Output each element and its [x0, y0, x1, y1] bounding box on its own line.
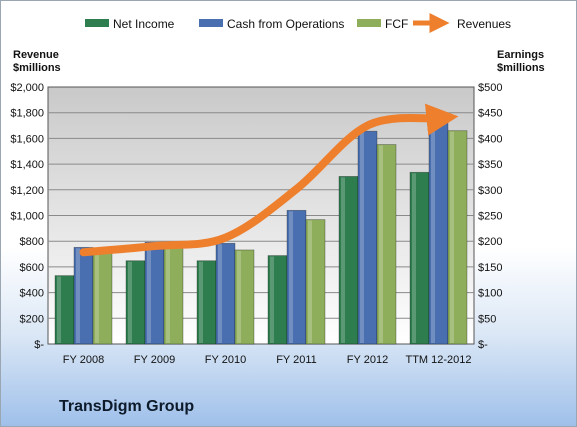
- left-tick-label: $2,000: [10, 82, 44, 94]
- bar-highlight: [218, 244, 222, 343]
- right-axis-ticks: $- $50 $100 $150 $200 $250 $300 $350 $400 $450 $50…: [478, 82, 502, 351]
- bar-highlight: [147, 243, 151, 343]
- x-tick-label: FY 2012: [347, 354, 388, 366]
- bar-highlight: [308, 220, 312, 343]
- bar-highlight: [360, 132, 364, 343]
- revenues-line: [79, 103, 459, 257]
- left-axis-ticks: $- $200 $400 $600 $800 $1,000 $1,200 $1,400 $1,6…: [10, 82, 44, 351]
- right-tick-label: $350: [478, 159, 502, 171]
- revenues-line-layer: [79, 103, 459, 257]
- bar-highlight: [57, 276, 61, 343]
- bar-highlight: [128, 261, 132, 343]
- x-tick-label: FY 2008: [63, 354, 104, 366]
- bar-highlight: [289, 211, 293, 343]
- left-tick-label: $400: [20, 288, 44, 300]
- left-tick-label: $200: [20, 313, 44, 325]
- left-axis-title-line2: $millions: [13, 62, 61, 74]
- bar-highlight: [341, 177, 345, 343]
- x-axis-ticks: FY 2008 FY 2009 FY 2010 FY 2011 FY 2012 TTM 1…: [63, 354, 472, 366]
- bar-highlight: [270, 256, 274, 343]
- legend-label-revenues: Revenues: [457, 17, 511, 31]
- right-axis-title-line2: $millions: [497, 62, 545, 74]
- right-tick-label: $50: [478, 313, 496, 325]
- legend: Net Income Cash from Operations FCF Reve…: [85, 13, 511, 33]
- gridlines: [48, 112, 474, 319]
- bar-highlight: [450, 131, 454, 343]
- bar-highlight: [237, 250, 241, 343]
- left-axis-title-line1: Revenue: [13, 49, 59, 61]
- left-tick-label: $1,600: [10, 133, 44, 145]
- bar-highlight: [166, 246, 170, 343]
- x-tick-label: FY 2010: [205, 354, 246, 366]
- right-tick-label: $150: [478, 262, 502, 274]
- legend-label-net-income: Net Income: [113, 17, 175, 31]
- bar-fcf: [234, 249, 255, 345]
- left-tick-label: $800: [20, 236, 44, 248]
- left-tick-label: $-: [34, 339, 44, 351]
- right-tick-label: $100: [478, 288, 502, 300]
- left-tick-label: $1,400: [10, 159, 44, 171]
- right-tick-label: $500: [478, 82, 502, 94]
- legend-swatch-cash-from-operations: [199, 19, 223, 27]
- left-tick-label: $1,800: [10, 108, 44, 120]
- bar-fcf: [376, 144, 397, 345]
- bar-highlight: [95, 250, 99, 343]
- bar-highlight: [76, 248, 80, 343]
- right-tick-label: $250: [478, 211, 502, 223]
- left-tick-label: $1,000: [10, 211, 44, 223]
- right-tick-label: $450: [478, 108, 502, 120]
- legend-swatch-fcf: [357, 19, 381, 27]
- left-tick-label: $600: [20, 262, 44, 274]
- x-tick-label: FY 2009: [134, 354, 175, 366]
- right-axis-title-line1: Earnings: [497, 49, 544, 61]
- bar-highlight: [431, 116, 435, 343]
- company-name: TransDigm Group: [59, 398, 195, 415]
- right-tick-label: $400: [478, 133, 502, 145]
- left-tick-label: $1,200: [10, 185, 44, 197]
- bar-highlight: [199, 261, 203, 343]
- x-tick-label: TTM 12-2012: [405, 354, 471, 366]
- bar-highlight: [412, 173, 416, 343]
- bars-layer: [54, 115, 468, 345]
- right-tick-label: $-: [478, 339, 488, 351]
- bar-fcf: [305, 219, 326, 345]
- legend-label-fcf: FCF: [385, 17, 408, 31]
- right-tick-label: $300: [478, 185, 502, 197]
- x-tick-label: FY 2011: [276, 354, 317, 366]
- legend-swatch-net-income: [85, 19, 109, 27]
- right-tick-label: $200: [478, 236, 502, 248]
- legend-label-cash-from-operations: Cash from Operations: [227, 17, 344, 31]
- bar-highlight: [379, 145, 383, 343]
